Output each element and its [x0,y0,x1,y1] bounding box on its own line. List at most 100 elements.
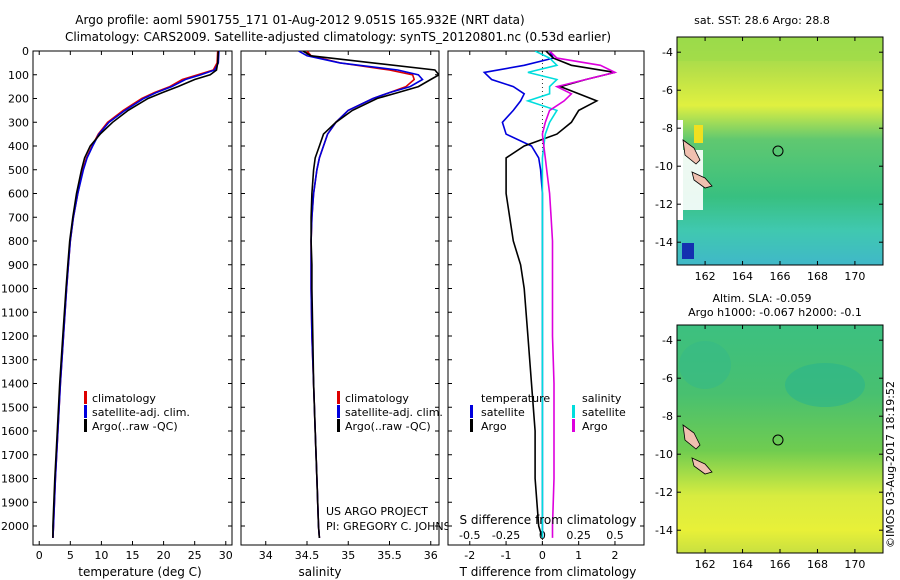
map-lat-label: -8 [662,410,673,423]
depth-tick-label: 300 [8,116,29,129]
salinity-depth-ticks [241,50,439,527]
map-lat-label: -4 [662,334,673,347]
x-tick-label: 2 [611,549,618,562]
difference-legend: temperature satellite Argo salinity sate… [470,392,626,433]
legend-label-sal-satellite: satellite [582,406,626,419]
salinity-x-axis: 34 34.5 35 35.5 36 [259,51,438,562]
legend-label-argo: Argo(..raw -QC) [92,420,178,433]
temperature-x-axis: 0 5 10 15 20 25 30 [36,51,233,562]
island-shape [691,457,713,475]
depth-tick-label: 1800 [1,473,29,486]
sst-warm-patch [694,125,703,143]
depth-tick-label: 400 [8,140,29,153]
depth-tick-label: 1500 [1,401,29,414]
map-lon-label: 166 [770,270,791,283]
depth-tick-label: 700 [8,211,29,224]
depth-tick-label: 1400 [1,378,29,391]
depth-tick-label: 600 [8,188,29,201]
legend-label-satellite: satellite-adj. clim. [345,406,443,419]
depth-tick-label: 1700 [1,449,29,462]
map-lon-label: 170 [844,270,865,283]
legend-label-temp-argo: Argo [481,420,507,433]
temperature-x-label: temperature (deg C) [78,565,201,579]
credits-pi: PI: GREGORY C. JOHNSON [326,520,467,533]
t-difference-label: T difference from climatology [459,565,637,579]
series-line-salinity-argo [541,51,618,538]
s-tick-label: 0.25 [566,529,591,542]
difference-plot-frame [447,50,645,546]
map-lat-label: -8 [662,122,673,135]
difference-depth-ticks [448,50,644,527]
map-lon-label: 170 [844,558,865,571]
legend-swatch-temp-argo [470,419,473,432]
legend-swatch-climatology [337,391,340,404]
profile-location-marker [772,434,784,446]
depth-tick-label: 500 [8,164,29,177]
map-lat-label: -14 [655,524,673,537]
s-difference-label: S difference from climatology [460,513,637,527]
x-tick-label: 1 [575,549,582,562]
temperature-plot-frame [32,50,233,546]
depth-tick-label: 800 [8,235,29,248]
salinity-panel: 34 34.5 35 35.5 36 salinity climatology sate… [240,50,467,579]
sst-map: sat. SST: 28.6 Argo: 28.8 162 164 166 168 17… [655,14,884,283]
sla-map-subtitle: Argo h1000: -0.067 h2000: -0.1 [688,306,862,319]
depth-tick-label: 200 [8,93,29,106]
legend-label-satellite: satellite-adj. clim. [92,406,190,419]
salinity-plot-frame [240,50,440,546]
figure-title-line1: Argo profile: aoml 5901755_171 01-Aug-20… [75,13,524,27]
series-line-argo-raw-qc- [302,51,439,538]
x-tick-label: 36 [424,549,438,562]
sst-heatmap-field [677,37,883,265]
island-shape [682,139,701,165]
x-tick-label: 0 [36,549,43,562]
map-lat-label: -6 [662,84,673,97]
legend-label-temp-satellite: satellite [481,406,525,419]
x-tick-label: 35.5 [377,549,402,562]
sla-map: Altim. SLA: -0.059 Argo h1000: -0.067 h2… [655,292,884,571]
series-line-salinity-satellite [525,51,559,538]
depth-tick-label: 0 [22,45,29,58]
map-lon-label: 164 [732,270,753,283]
legend-swatch-satellite [84,405,87,418]
map-lat-label: -12 [655,198,673,211]
x-tick-label: 5 [67,549,74,562]
sla-map-title: Altim. SLA: -0.059 [712,292,811,305]
legend-swatch-sal-satellite [572,405,575,418]
map-lon-label: 162 [695,558,716,571]
salinity-x-label: salinity [298,565,341,579]
salinity-legend: climatology satellite-adj. clim. Argo(..… [337,391,443,433]
sst-map-title: sat. SST: 28.6 Argo: 28.8 [694,14,830,27]
sst-missing-data [677,120,683,220]
x-tick-label: 25 [188,549,202,562]
s-tick-label: -0.5 [459,529,480,542]
legend-label-climatology: climatology [92,392,156,405]
difference-profile-lines [482,51,618,545]
legend-swatch-satellite [337,405,340,418]
temperature-profile-lines [52,51,220,538]
profile-location-marker [772,145,784,157]
island-shape [691,171,713,189]
legend-swatch-argo [337,419,340,432]
x-tick-label: -2 [464,549,475,562]
legend-title-salinity: salinity [582,392,622,405]
credits-project: US ARGO PROJECT [326,505,428,518]
depth-tick-label: 2000 [1,520,29,533]
sla-map-axes: 162 164 166 168 170 -4 -6 -8 -10 -12 -14 [655,325,883,571]
x-tick-label: 35 [341,549,355,562]
map-lat-label: -12 [655,486,673,499]
sst-missing-data [683,150,703,210]
depth-tick-label: 1100 [1,306,29,319]
x-tick-label: 10 [94,549,108,562]
map-lon-label: 166 [770,558,791,571]
x-tick-label: 20 [157,549,171,562]
legend-swatch-climatology [84,391,87,404]
sla-map-features [679,341,865,475]
map-lat-label: -10 [655,160,673,173]
sst-map-axes: 162 164 166 168 170 -4 -6 -8 -10 -12 -14 [655,37,883,283]
legend-title-temperature: temperature [481,392,550,405]
depth-tick-label: 1600 [1,425,29,438]
figure-title-line2: Climatology: CARS2009. Satellite-adjuste… [65,30,611,44]
salinity-profile-lines [298,51,439,538]
